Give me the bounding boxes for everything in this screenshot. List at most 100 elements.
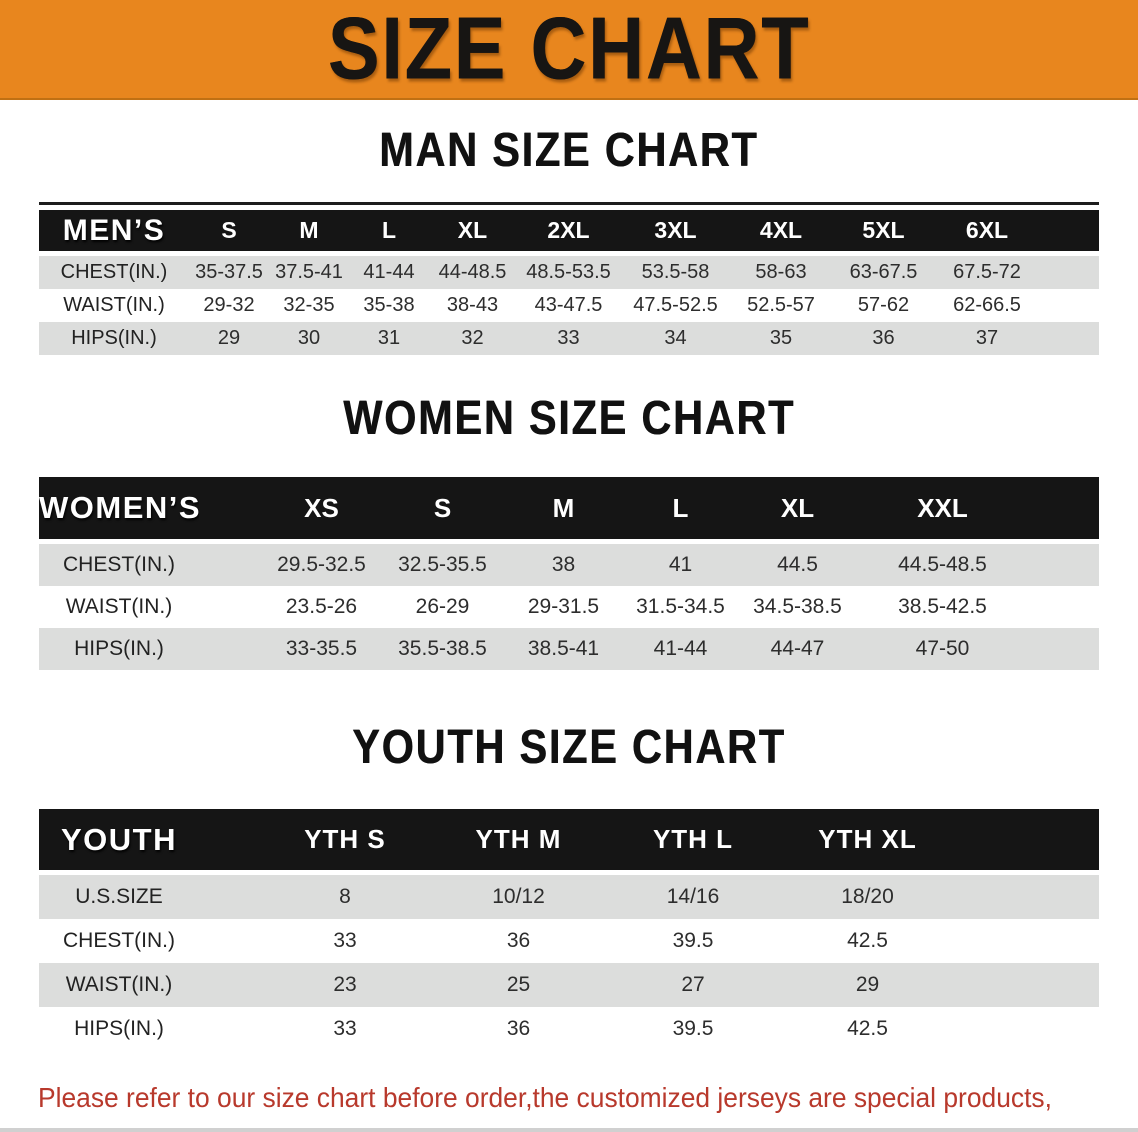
cell-value: 57-62: [857, 294, 910, 316]
cell-value: 35.5-38.5: [398, 637, 487, 660]
table-row: HIPS(IN.) 33-35.5 35.5-38.5 38.5-41 41-44 44-…: [39, 628, 1099, 670]
cell-value: 29.5-32.5: [277, 553, 366, 576]
cell-value: 33: [333, 1017, 357, 1040]
cell-value: 44.5: [777, 553, 818, 576]
cell-value: 32.5-35.5: [398, 553, 487, 576]
row-label: CHEST(IN.): [60, 261, 168, 283]
cell-value: 31: [377, 327, 401, 349]
spacer-cell: [955, 1007, 1099, 1051]
spacer-cell: [955, 809, 1099, 875]
cell-value: 36: [506, 929, 531, 952]
cell-value: 48.5-53.5: [526, 261, 611, 283]
table-row: WAIST(IN.) 29-32 32-35 35-38 38-43 43-47.5 47.…: [39, 289, 1099, 322]
cell-value: 39.5: [672, 1017, 714, 1040]
table-title-cell: YOUTH: [39, 809, 199, 875]
row-label: HIPS(IN.): [74, 637, 164, 660]
row-label: U.S.SIZE: [75, 885, 163, 908]
spacer-cell: [1029, 586, 1099, 628]
row-label: CHEST(IN.): [63, 929, 175, 952]
section-women: WOMEN SIZE CHART WOMEN’S XS S M L XL XXL CHEST(…: [0, 389, 1138, 670]
spacer-cell: [955, 873, 1099, 920]
column-header: XXL: [856, 477, 1029, 544]
header-row: YOUTH YTH S YTH M YTH L YTH XL: [39, 809, 1099, 875]
cell-value: 8: [339, 885, 351, 908]
size-table: YOUTH YTH S YTH M YTH L YTH XL U.S.SIZE 8 10/12…: [39, 809, 1099, 1051]
cell-value: 39.5: [672, 929, 714, 952]
cell-value: 29-32: [203, 294, 255, 316]
column-header: 3XL: [621, 210, 730, 256]
cell-value: 41-44: [363, 261, 415, 283]
cell-value: 32-35: [283, 294, 335, 316]
cell-value: 29-31.5: [527, 595, 600, 618]
spacer-cell: [1029, 477, 1099, 544]
cell-value: 36: [872, 327, 895, 349]
cell-value: 37.5-41: [275, 261, 343, 283]
cell-value: 62-66.5: [953, 294, 1021, 316]
cell-value: 14/16: [666, 885, 720, 908]
women-section-heading: WOMEN SIZE CHART: [0, 389, 1138, 453]
cell-value: 35: [769, 327, 793, 349]
cell-value: 41: [668, 553, 693, 576]
spacer-cell: [199, 873, 259, 920]
column-header: 6XL: [935, 210, 1039, 256]
men-size-table: MEN’S S M L XL 2XL 3XL 4XL 5XL 6XL CHEST(IN.) 35-37…: [39, 202, 1099, 355]
row-label: HIPS(IN.): [74, 1017, 164, 1040]
table-row: WAIST(IN.) 23.5-26 26-29 29-31.5 31.5-34.5 34…: [39, 586, 1099, 628]
cell-value: 35-37.5: [195, 261, 263, 283]
column-header: 4XL: [730, 210, 832, 256]
cell-value: 36: [506, 1017, 531, 1040]
section-youth: YOUTH SIZE CHART YOUTH YTH S YTH M YTH L YTH…: [0, 721, 1138, 1051]
cell-value: 47-50: [915, 637, 970, 660]
column-header: YTH M: [431, 809, 606, 875]
spacer-cell: [1039, 289, 1099, 322]
cell-value: 29: [217, 327, 241, 349]
cell-value: 33: [557, 327, 580, 349]
title-banner: SIZE CHART: [0, 0, 1138, 100]
spacer-cell: [199, 628, 263, 670]
table-row: HIPS(IN.) 33 36 39.5 42.5: [39, 1007, 1099, 1051]
page-title: SIZE CHART: [327, 0, 811, 98]
youth-section-heading: YOUTH SIZE CHART: [0, 721, 1138, 782]
column-header: M: [269, 210, 349, 256]
table-title-cell: WOMEN’S: [39, 477, 199, 544]
table-row: CHEST(IN.) 35-37.5 37.5-41 41-44 44-48.5 48.5…: [39, 253, 1099, 290]
column-header: YTH L: [606, 809, 780, 875]
spacer-cell: [199, 963, 259, 1007]
spacer-cell: [955, 963, 1099, 1007]
table-row: WAIST(IN.) 23 25 27 29: [39, 963, 1099, 1007]
spacer-cell: [1039, 254, 1099, 290]
cell-value: 41-44: [653, 637, 708, 660]
column-header: YTH XL: [780, 809, 955, 875]
cell-value: 67.5-72: [953, 261, 1021, 283]
size-table: MEN’S S M L XL 2XL 3XL 4XL 5XL 6XL CHEST(IN.) 35-37…: [39, 210, 1099, 355]
women-heading-text: WOMEN SIZE CHART: [343, 389, 795, 445]
column-header: XS: [263, 477, 380, 544]
column-header: 5XL: [832, 210, 935, 256]
row-label: HIPS(IN.): [71, 327, 157, 349]
cell-value: 23: [333, 973, 357, 996]
spacer-cell: [1039, 322, 1099, 355]
size-table: WOMEN’S XS S M L XL XXL CHEST(IN.) 29.5-32.5 32.5…: [39, 477, 1099, 670]
cell-value: 47.5-52.5: [633, 294, 718, 316]
cell-value: 38.5-41: [527, 637, 600, 660]
spacer-cell: [199, 919, 259, 963]
men-section-heading: MAN SIZE CHART: [0, 124, 1138, 185]
cell-value: 42.5: [847, 1017, 888, 1040]
cell-value: 42.5: [847, 929, 888, 952]
column-header: M: [505, 477, 622, 544]
header-row: MEN’S S M L XL 2XL 3XL 4XL 5XL 6XL: [39, 210, 1099, 256]
spacer-cell: [199, 586, 263, 628]
section-men: MAN SIZE CHART MEN’S S M L XL 2XL 3XL 4XL 5XL 6XL…: [0, 124, 1138, 355]
spacer-cell: [1039, 210, 1099, 256]
cell-value: 27: [681, 973, 705, 996]
spacer-cell: [1029, 542, 1099, 587]
column-header: XL: [739, 477, 856, 544]
cell-value: 33-35.5: [285, 637, 358, 660]
cell-value: 25: [506, 973, 531, 996]
spacer-cell: [199, 1007, 259, 1051]
spacer-cell: [199, 542, 263, 587]
spacer-cell: [199, 809, 259, 875]
cell-value: 52.5-57: [747, 294, 815, 316]
cell-value: 44-47: [770, 637, 825, 660]
cell-value: 31.5-34.5: [636, 595, 725, 618]
